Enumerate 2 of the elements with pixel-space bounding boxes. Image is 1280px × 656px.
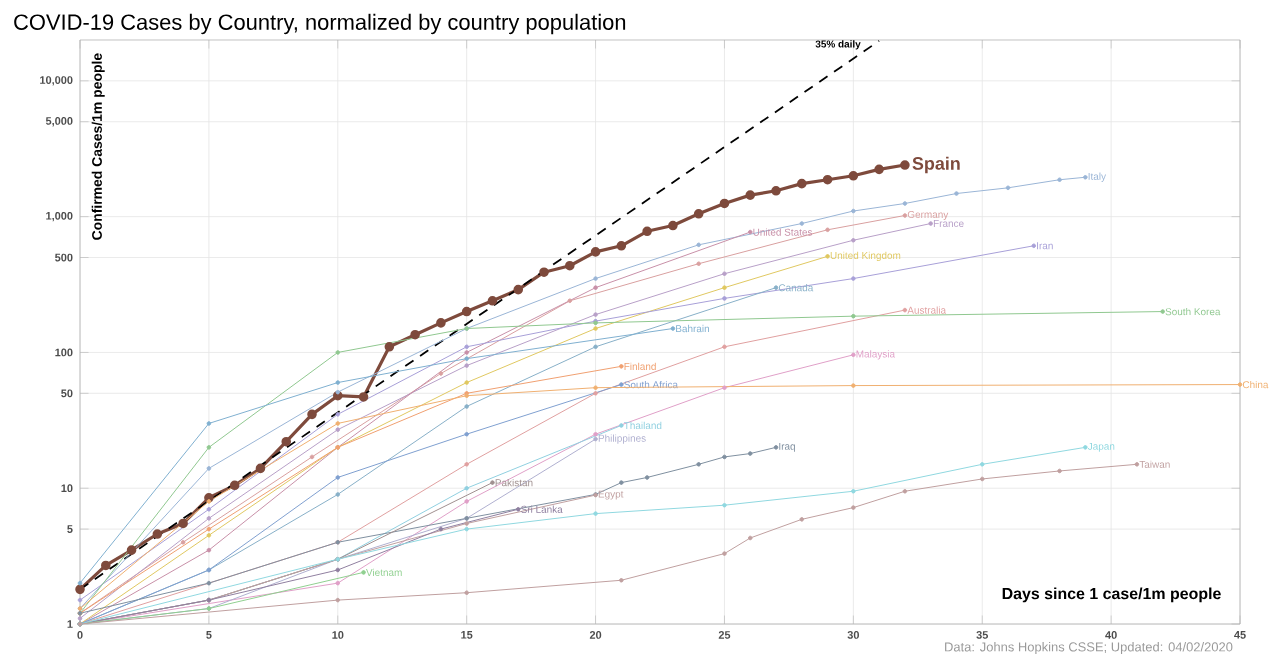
series-label: Spain [912,156,960,174]
chart-title: COVID-19 Cases by Country, normalized by country population [14,13,626,35]
